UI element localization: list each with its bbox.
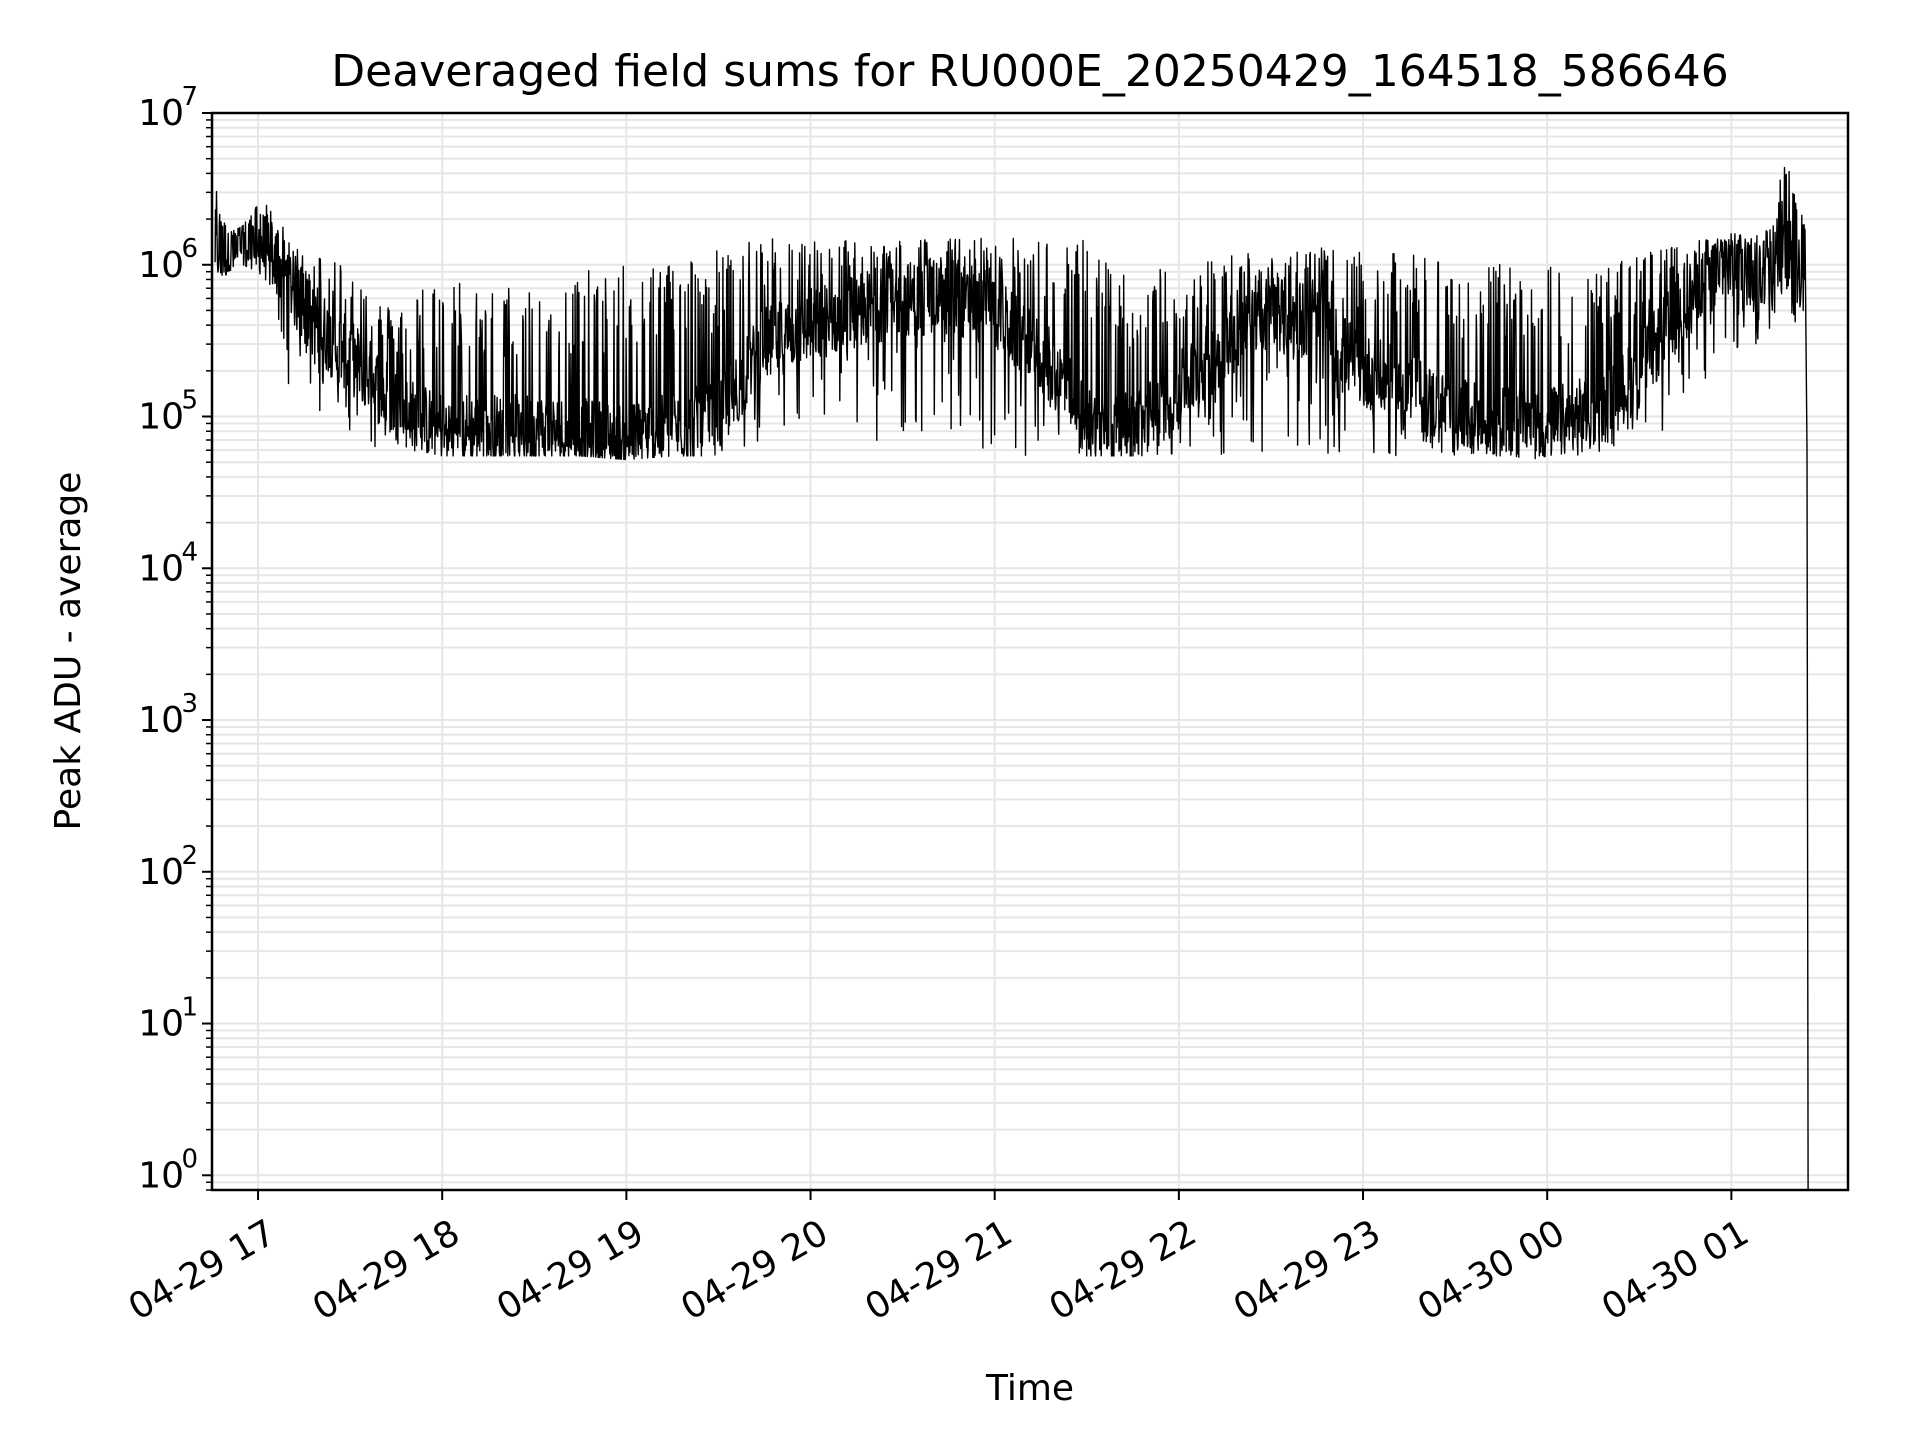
y-tick-exponent: 6	[181, 234, 198, 264]
x-axis-title: Time	[985, 1368, 1074, 1409]
y-tick-base: 10	[138, 245, 184, 286]
y-tick-base: 10	[138, 1155, 184, 1196]
y-tick-exponent: 5	[181, 386, 198, 416]
y-tick-exponent: 7	[181, 82, 198, 112]
y-tick-base: 10	[138, 548, 184, 589]
y-tick-exponent: 3	[181, 689, 198, 719]
grid-layer	[212, 112, 1848, 1191]
y-tick-label: 10	[138, 548, 184, 589]
y-tick-base: 10	[138, 93, 184, 134]
y-tick-exponent: 2	[181, 841, 198, 871]
y-tick-label: 10	[138, 245, 184, 286]
series-layer	[214, 166, 1809, 1191]
chart-title: Deaveraged field sums for RU000E_2025042…	[331, 46, 1728, 97]
y-tick-label: 10	[138, 1155, 184, 1196]
y-tick-base: 10	[138, 397, 184, 438]
series-line	[214, 166, 1809, 1191]
y-tick-label: 10	[138, 700, 184, 741]
y-tick-label: 10	[138, 852, 184, 893]
y-tick-label: 10	[138, 1004, 184, 1045]
y-axis-title: Peak ADU - average	[48, 472, 89, 831]
y-tick-exponent: 0	[181, 1144, 198, 1174]
plot-area-frame	[210, 111, 1850, 1192]
y-tick-exponent: 1	[181, 993, 198, 1023]
y-tick-exponent: 4	[181, 537, 198, 567]
y-tick-label: 10	[138, 93, 184, 134]
y-tick-base: 10	[138, 1004, 184, 1045]
y-tick-label: 10	[138, 397, 184, 438]
y-tick-base: 10	[138, 700, 184, 741]
y-tick-base: 10	[138, 852, 184, 893]
